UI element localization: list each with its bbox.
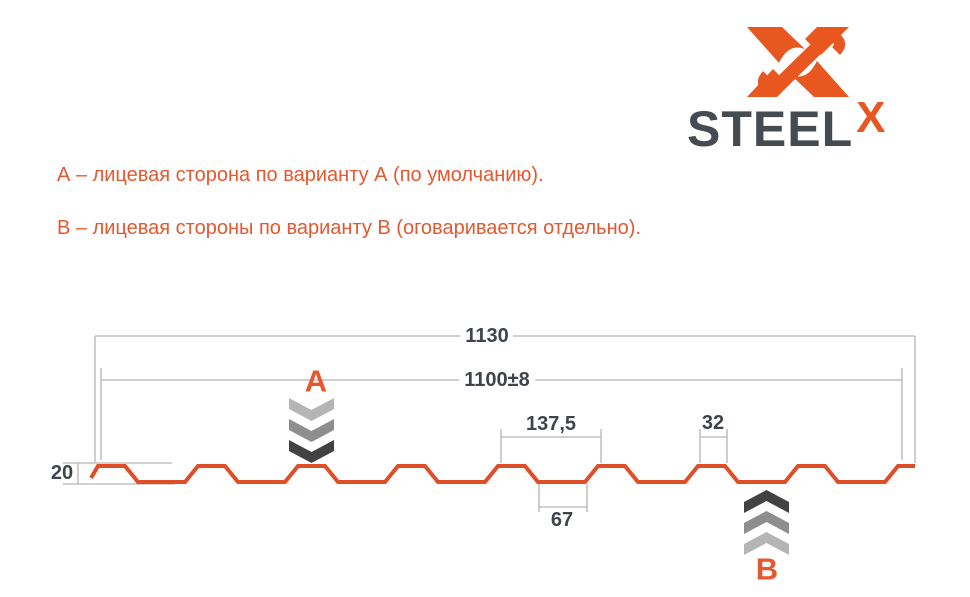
- logo-arm-bottom-right: [791, 61, 849, 97]
- side-b-chevron-3: [744, 532, 789, 555]
- dim-label-height: 20: [50, 462, 74, 484]
- profile-sheet-outline: [89, 464, 915, 484]
- logo-s-bottom-hook: [757, 71, 789, 95]
- logo-x-mark-icon: [747, 27, 849, 97]
- dim-label-pitch: 137,5: [525, 413, 577, 435]
- side-b-chevron-2: [744, 511, 789, 534]
- logo-s-ribbon: [775, 36, 828, 90]
- logo-arm-top-left: [747, 27, 805, 63]
- marker-side-a: A: [304, 363, 328, 399]
- side-a-chevron-2: [289, 419, 334, 442]
- dim-label-cover-width: 1100±8: [459, 370, 535, 390]
- logo-wordmark-text: STEEL: [687, 101, 854, 157]
- dim-label-total-width: 1130: [460, 326, 514, 346]
- note-variant-b: В – лицевая стороны по варианту В (огова…: [57, 217, 641, 239]
- dimension-lines: [63, 335, 916, 512]
- dim-label-valley: 67: [550, 509, 574, 531]
- marker-side-b: B: [755, 551, 779, 587]
- logo-s-top-hook: [814, 31, 846, 55]
- note-variant-a: А – лицевая сторона по варианту А (по ум…: [57, 164, 544, 186]
- side-a-arrow-icon: [289, 398, 334, 463]
- side-a-chevron-1: [289, 398, 334, 421]
- side-a-chevron-3: [289, 440, 334, 463]
- logo-sup-x: X: [856, 93, 886, 142]
- side-b-arrow-icon: [744, 490, 789, 555]
- dim-label-rib-top: 32: [701, 412, 725, 434]
- side-b-chevron-1: [744, 490, 789, 513]
- logo-wordmark: STEELX: [687, 96, 886, 157]
